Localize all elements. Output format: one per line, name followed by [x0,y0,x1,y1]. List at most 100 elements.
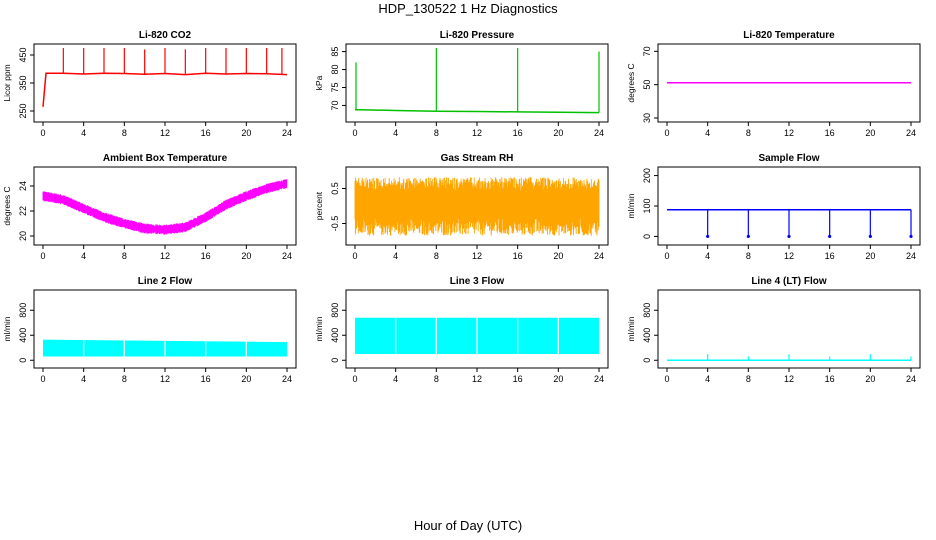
panel-6: Sample Flow ml/min 0 4 8 12 16 20 24 0 100 200 [626,153,921,261]
x-tick-label: 0 [352,251,357,261]
x-tick-label: 0 [664,251,669,261]
y-tick-label: -0.5 [330,216,340,232]
x-tick-label: 0 [40,374,45,384]
panel-title: Line 4 (LT) Flow [751,276,827,287]
figure-title: HDP_130522 1 Hz Diagnostics [378,1,558,16]
x-tick-label: 0 [40,251,45,261]
x-tick-label: 16 [513,128,523,138]
x-tick-label: 4 [81,128,86,138]
y-axis-label: Licor ppm [2,64,12,101]
x-tick-label: 24 [906,251,916,261]
y-tick-label: 24 [18,181,28,191]
y-axis-label: kPa [314,75,324,90]
x-tick-label: 12 [784,374,794,384]
x-tick-label: 8 [434,251,439,261]
y-tick-label: 800 [18,303,28,318]
x-tick-label: 20 [241,251,251,261]
x-tick-label: 20 [865,251,875,261]
y-tick-label: 400 [18,328,28,343]
x-tick-label: 4 [705,251,710,261]
x-tick-label: 24 [282,251,292,261]
x-tick-label: 16 [825,374,835,384]
y-axis-label: ml/min [2,316,12,341]
panel-title: Line 3 Flow [450,276,505,287]
series-point [828,234,832,239]
x-tick-label: 12 [160,128,170,138]
y-axis-label: percent [314,191,324,220]
x-tick-label: 8 [122,128,127,138]
y-axis-label: degrees C [626,63,636,102]
y-tick-label: 400 [330,328,340,343]
x-tick-label: 24 [282,374,292,384]
x-tick-label: 24 [594,374,604,384]
y-tick-label: 85 [330,47,340,57]
x-tick-label: 12 [784,251,794,261]
y-tick-label: 0 [18,358,28,363]
panel-title: Sample Flow [758,153,819,164]
x-tick-label: 20 [241,128,251,138]
x-tick-label: 16 [201,374,211,384]
x-tick-label: 20 [553,251,563,261]
x-tick-label: 20 [553,374,563,384]
panel-title: Ambient Box Temperature [103,153,228,164]
panel-8: Line 3 Flow ml/min 0 4 8 12 16 20 24 0 400 800 [314,276,609,384]
y-axis-label: ml/min [314,316,324,341]
y-tick-label: 800 [330,303,340,318]
panel-7: Line 2 Flow ml/min 0 4 8 12 16 20 24 0 400 800 [2,276,297,384]
x-tick-label: 12 [472,251,482,261]
x-tick-label: 8 [746,251,751,261]
x-tick-label: 24 [906,374,916,384]
panel-4: Ambient Box Temperature degrees C 0 4 8 12 16 2… [2,153,297,261]
panel-title: Li-820 CO2 [139,30,192,41]
x-tick-label: 4 [705,374,710,384]
panel-title: Gas Stream RH [441,153,514,164]
x-tick-label: 4 [81,251,86,261]
x-tick-label: 8 [434,128,439,138]
panel-1: Li-820 CO2 Licor ppm 0 4 8 12 16 20 24 250 350 450 [2,30,297,138]
x-tick-label: 20 [553,128,563,138]
x-tick-label: 16 [513,251,523,261]
x-tick-label: 20 [241,374,251,384]
x-tick-label: 16 [825,251,835,261]
panel-5: Gas Stream RH percent 0 4 8 12 16 20 24 -0.5 0.5 [314,153,609,261]
x-tick-label: 24 [594,251,604,261]
series-line [42,72,288,107]
x-tick-label: 4 [393,374,398,384]
x-tick-label: 8 [746,374,751,384]
series-line [355,108,600,114]
series-point [706,234,710,239]
x-tick-label: 0 [40,128,45,138]
y-tick-label: 400 [642,328,652,343]
x-tick-label: 0 [664,374,669,384]
x-tick-label: 20 [865,128,875,138]
y-tick-label: 70 [330,100,340,110]
panel-9: Line 4 (LT) Flow ml/min 0 4 8 12 16 20 24 0 400 800 [626,276,921,384]
series-band [42,179,288,235]
x-tick-label: 24 [282,128,292,138]
y-axis-label: degrees C [2,186,12,225]
y-tick-label: 200 [642,168,652,183]
x-tick-label: 12 [472,374,482,384]
y-tick-label: 350 [18,75,28,90]
x-tick-label: 0 [664,128,669,138]
y-tick-label: 50 [642,80,652,90]
y-tick-label: 800 [642,303,652,318]
y-tick-label: 20 [18,231,28,241]
panel-title: Li-820 Pressure [440,30,515,41]
panel-3: Li-820 Temperature degrees C 0 4 8 12 16 20 24 30… [626,30,921,138]
x-tick-label: 0 [352,128,357,138]
series-point [868,234,872,239]
x-tick-label: 4 [393,128,398,138]
x-tick-label: 16 [201,251,211,261]
x-tick-label: 4 [81,374,86,384]
y-tick-label: 0 [330,358,340,363]
x-tick-label: 8 [746,128,751,138]
x-tick-label: 4 [393,251,398,261]
y-axis-label: ml/min [626,193,636,218]
x-tick-label: 8 [122,251,127,261]
series-point [787,234,791,239]
y-tick-label: 250 [18,103,28,118]
y-tick-label: 75 [330,82,340,92]
y-tick-label: 80 [330,65,340,75]
x-tick-label: 24 [906,128,916,138]
